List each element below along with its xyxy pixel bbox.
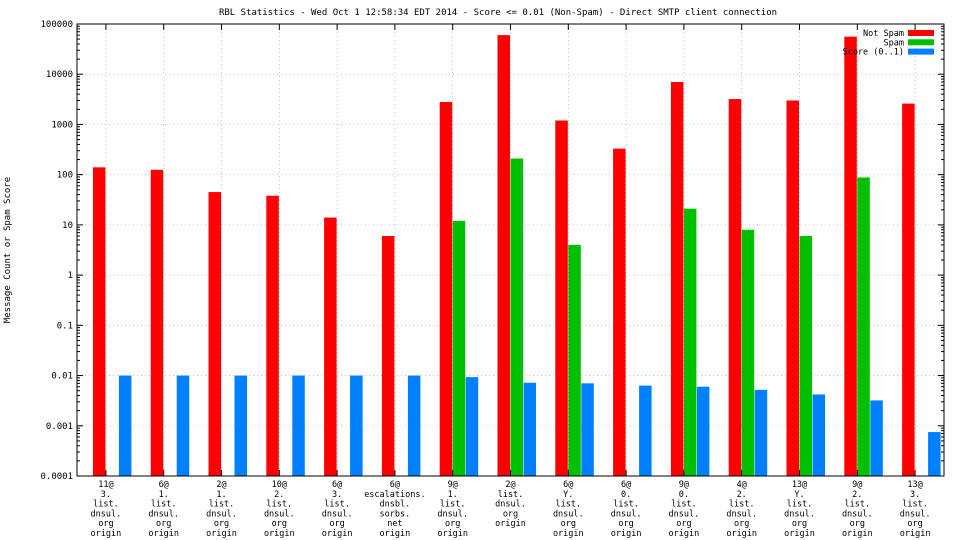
bar-spam [799, 236, 812, 476]
bar-spam [568, 244, 581, 476]
bar-not-spam [728, 99, 742, 476]
legend-label: Spam [884, 38, 904, 48]
x-tick-label: 9@ 2. list. dnsul. org origin [842, 480, 873, 539]
bar-spam [683, 208, 697, 477]
bar-score-0-1 [581, 383, 594, 476]
bar-score-0-1 [870, 400, 883, 476]
bar-not-spam [324, 217, 337, 476]
bar-not-spam [92, 167, 106, 476]
bar-score-0-1 [176, 375, 190, 476]
bar-spam [741, 229, 755, 476]
bar-score-0-1 [812, 394, 825, 476]
x-tick-label: 10@ 2. list. dnsul. org origin [264, 480, 295, 539]
y-tick-label: 10 [62, 221, 73, 231]
y-tick-label: 100000 [40, 20, 73, 30]
bar-score-0-1 [118, 375, 132, 476]
x-axis: 11@ 3. list. dnsul. org origin 6@ 1. list. dnsul.… [91, 24, 931, 539]
bar-not-spam [670, 82, 684, 476]
y-tick-label: 0.1 [57, 321, 73, 331]
x-tick-label: 13@ Y. list. dnsul. org origin [784, 480, 815, 539]
bar-not-spam [555, 120, 568, 477]
bar-score-0-1 [639, 385, 652, 476]
y-tick-label: 1000 [51, 120, 73, 130]
bar-not-spam [902, 103, 915, 476]
bar-score-0-1 [465, 377, 479, 476]
x-tick-label: 6@ 3. list. dnsul. org origin [322, 480, 353, 539]
bar-score-0-1 [407, 375, 421, 476]
bar-not-spam [150, 169, 164, 477]
legend-swatch [908, 39, 934, 46]
bar-not-spam [439, 101, 453, 476]
x-tick-label: 9@ 0. list. dnsul. org origin [669, 480, 700, 539]
y-tick-label: 100 [57, 171, 73, 181]
y-axis: 0.0001 0.001 0.01 0.1 1 10 100 1000 10000 100000 [40, 20, 944, 482]
x-tick-label: 6@ Y. list. dnsul. org origin [553, 480, 584, 539]
x-tick-label: 2@ list. dnsul. org origin [495, 480, 526, 529]
bar-spam [510, 158, 523, 476]
y-tick-label: 0.01 [51, 372, 73, 382]
y-tick-label: 0.0001 [40, 472, 73, 482]
bars [92, 35, 941, 477]
bar-score-0-1 [234, 375, 247, 476]
bar-not-spam [844, 36, 857, 477]
y-tick-label: 10000 [46, 70, 73, 80]
x-tick-label: 9@ 1. list. dnsul. org origin [437, 480, 468, 539]
x-tick-label: 4@ 2. list. dnsul. org origin [726, 480, 757, 539]
x-tick-label: 6@ 0. list. dnsul. org origin [611, 480, 642, 539]
y-axis-label: Message Count or Spam Score [3, 177, 13, 323]
bar-score-0-1 [350, 375, 363, 476]
y-tick-label: 0.001 [46, 422, 73, 432]
bar-spam [452, 220, 466, 476]
bar-score-0-1 [928, 432, 941, 476]
legend-label: Not Spam [863, 29, 904, 39]
bar-score-0-1 [696, 386, 710, 476]
bar-not-spam [497, 35, 510, 477]
bar-score-0-1 [754, 389, 768, 476]
chart-title: RBL Statistics - Wed Oct 1 12:58:34 EDT … [219, 8, 777, 18]
x-tick-label: 13@ 3. list. dnsul. org origin [900, 480, 931, 539]
bar-not-spam [381, 236, 395, 476]
legend-swatch [908, 48, 934, 55]
bar-score-0-1 [292, 375, 305, 476]
bar-score-0-1 [523, 382, 536, 476]
bar-not-spam [208, 192, 221, 476]
legend-swatch [908, 30, 934, 36]
bar-not-spam [613, 148, 626, 477]
bar-spam [857, 177, 870, 476]
y-tick-label: 1 [68, 271, 73, 281]
x-tick-label: 11@ 3. list. dnsul. org origin [91, 480, 122, 539]
x-tick-label: 6@ escalations. dnsbl. sorbs. net origin [364, 480, 425, 539]
legend-label: Score (0..1) [843, 48, 904, 58]
bar-not-spam [786, 100, 799, 476]
bar-not-spam [266, 195, 279, 476]
x-tick-label: 6@ 1. list. dnsul. org origin [148, 480, 179, 539]
x-tick-label: 2@ 1. list. dnsul. org origin [206, 480, 237, 539]
